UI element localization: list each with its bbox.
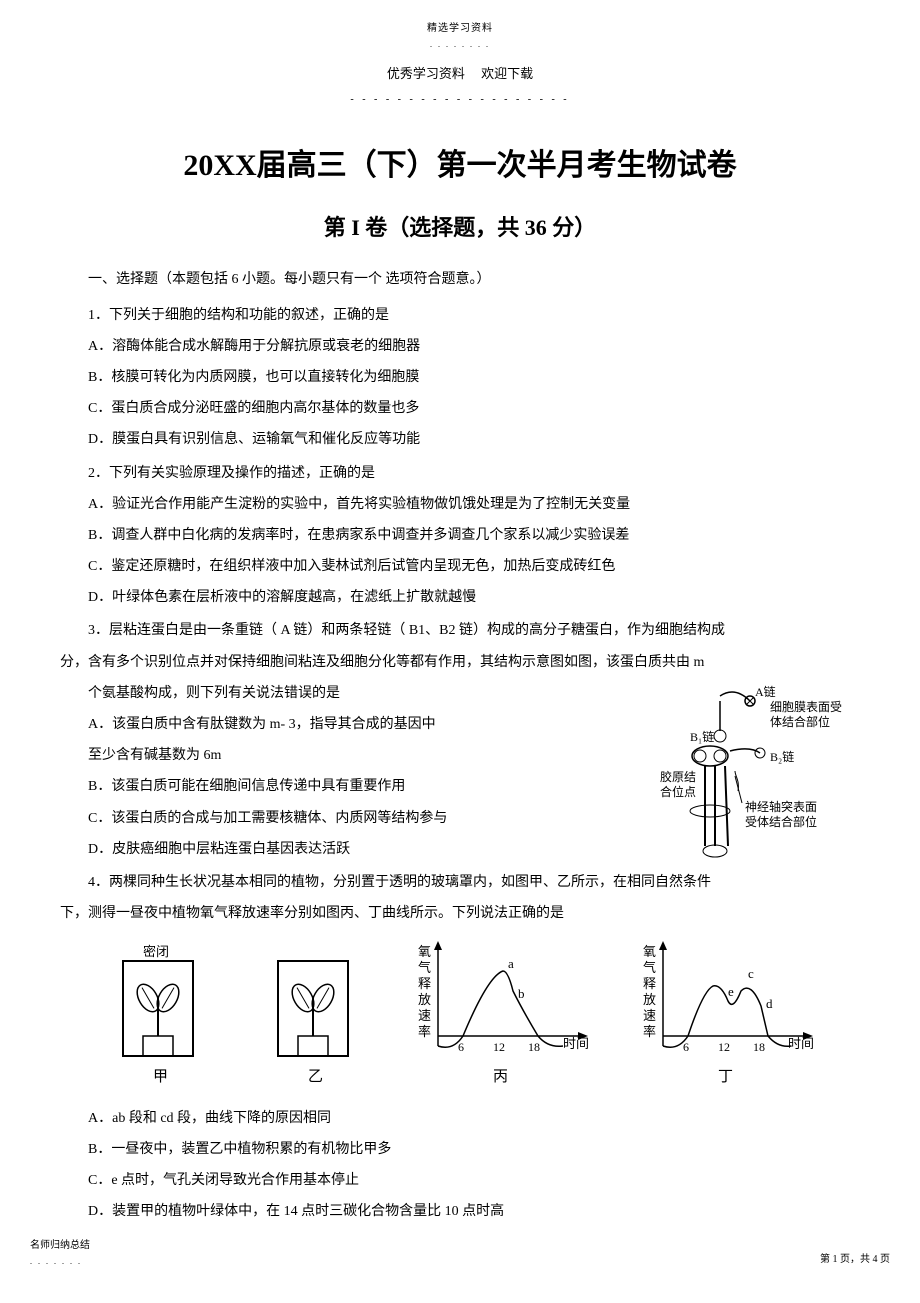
pt-b: b [518, 986, 525, 1001]
q4-option-b: B．一昼夜中，装置乙中植物积累的有机物比甲多 [60, 1137, 860, 1162]
tick-ding-18: 18 [753, 1040, 765, 1054]
tiny-dots-1: . . . . . . . . [60, 38, 860, 52]
label-y-ding5: 速 [643, 1008, 656, 1023]
label-y-ding1: 氧 [643, 944, 656, 959]
label-mibi: 密闭 [143, 944, 169, 959]
q3-option-d: D．皮肤癌细胞中层粘连蛋白基因表达活跃 [60, 837, 650, 862]
q2-option-b: B．调查人群中白化病的发病率时，在患病家系中调查并多调查几个家系以减少实验误差 [60, 523, 860, 548]
label-y-bing2: 气 [418, 960, 431, 975]
footer-left: 名师归纳总结 . . . . . . . [30, 1237, 90, 1269]
footer-right: 第 1 页，共 4 页 [820, 1251, 890, 1269]
label-y-ding4: 放 [643, 992, 656, 1007]
q3-option-a-line1: A．该蛋白质中含有肽键数为 m- 3，指导其合成的基因中 [60, 712, 650, 737]
fig-bing: 氧 气 释 放 速 率 6 12 18 时间 a b 丙 [408, 936, 598, 1095]
section-header: 一、选择题（本题包括 6 小题。每小题只有一个 选项符合题意。） [60, 267, 860, 292]
fig-ding: 氧 气 释 放 速 率 6 12 18 时间 c d e 丁 [633, 936, 823, 1095]
q1-option-a: A．溶酶体能合成水解酶用于分解抗原或衰老的细胞器 [60, 334, 860, 359]
label-receptor: 受体结合部位 [745, 814, 817, 829]
label-y-bing3: 释 [418, 976, 431, 991]
q3-stem: 3．层粘连蛋白是由一条重链（ A 链）和两条轻链（ B1、B2 链）构成的高分子… [60, 618, 860, 643]
label-y-bing5: 速 [418, 1008, 431, 1023]
label-yi: 乙 [308, 1069, 323, 1085]
label-x-bing: 时间 [563, 1036, 589, 1051]
label-binding: 合位点 [660, 784, 696, 799]
label-y-bing6: 率 [418, 1024, 431, 1039]
q4-figures: 密闭 甲 乙 氧 气 释 放 速 率 [60, 936, 860, 1095]
label-receptor-site: 体结合部位 [770, 714, 830, 729]
q4-option-c: C．e 点时，气孔关闭导致光合作用基本停止 [60, 1168, 860, 1193]
tiny-dots-2: . . . . . . . [30, 1255, 90, 1269]
q3-context2: 个氨基酸构成，则下列有关说法错误的是 [60, 681, 650, 706]
q2-option-d: D．叶绿体色素在层析液中的溶解度越高，在滤纸上扩散就越慢 [60, 585, 860, 610]
label-y-ding2: 气 [643, 960, 656, 975]
tick-bing-18: 18 [528, 1040, 540, 1054]
q4-context: 下，测得一昼夜中植物氧气释放速率分别如图丙、丁曲线所示。下列说法正确的是 [60, 901, 860, 926]
tick-bing-6: 6 [458, 1040, 464, 1054]
label-x-ding: 时间 [788, 1036, 814, 1051]
dashed-line: - - - - - - - - - - - - - - - - - - - [60, 91, 860, 109]
pt-d: d [766, 996, 773, 1011]
label-y-ding6: 率 [643, 1024, 656, 1039]
tick-ding-6: 6 [683, 1040, 689, 1054]
q1-option-b: B．核膜可转化为内质网膜，也可以直接转化为细胞膜 [60, 365, 860, 390]
q3-option-b: B．该蛋白质可能在细胞间信息传递中具有重要作用 [60, 774, 650, 799]
tick-bing-12: 12 [493, 1040, 505, 1054]
q4-option-a: A．ab 段和 cd 段，曲线下降的原因相同 [60, 1106, 860, 1131]
label-y-bing1: 氧 [418, 944, 431, 959]
q3-block: 个氨基酸构成，则下列有关说法错误的是 A．该蛋白质中含有肽键数为 m- 3，指导… [60, 681, 860, 862]
tick-ding-12: 12 [718, 1040, 730, 1054]
label-cell-membrane: 细胞膜表面受 [770, 700, 842, 714]
label-y-bing4: 放 [418, 992, 431, 1007]
q2-option-a: A．验证光合作用能产生淀粉的实验中，首先将实验植物做饥饿处理是为了控制无关变量 [60, 492, 860, 517]
pt-a: a [508, 956, 514, 971]
fig-jia: 密闭 甲 [98, 936, 218, 1095]
label-b1: B₁链 [690, 729, 714, 744]
q2-stem: 2．下列有关实验原理及操作的描述，正确的是 [60, 461, 860, 486]
q1-option-d: D．膜蛋白具有识别信息、运输氧气和催化反应等功能 [60, 427, 860, 452]
label-ding: 丁 [718, 1069, 733, 1085]
q3-diagram: A链 细胞膜表面受 体结合部位 B₁链 B₂链 胶原结 合位点 神经轴突表面 受… [660, 681, 850, 861]
header-right: 欢迎下载 [481, 66, 533, 81]
label-bing: 丙 [493, 1069, 508, 1085]
q4-option-d: D．装置甲的植物叶绿体中，在 14 点时三碳化合物含量比 10 点时高 [60, 1199, 860, 1224]
header-text: 优秀学习资料 欢迎下载 [60, 62, 860, 85]
q3-option-a-line2: 至少含有碱基数为 6m [60, 743, 650, 768]
header-left: 优秀学习资料 [387, 66, 465, 81]
q3-context1: 分，含有多个识别位点并对保持细胞间粘连及细胞分化等都有作用，其结构示意图如图，该… [60, 650, 860, 675]
label-collagen: 胶原结 [660, 769, 696, 784]
q3-option-c: C．该蛋白质的合成与加工需要核糖体、内质网等结构参与 [60, 806, 650, 831]
q1-stem: 1．下列关于细胞的结构和功能的叙述，正确的是 [60, 303, 860, 328]
label-jia: 甲 [153, 1069, 168, 1085]
label-b2: B₂链 [770, 749, 794, 764]
pt-c: c [748, 966, 754, 981]
label-nerve: 神经轴突表面 [745, 799, 817, 814]
pt-e: e [728, 984, 734, 999]
q4-stem: 4．两棵同种生长状况基本相同的植物，分别置于透明的玻璃罩内，如图甲、乙所示，在相… [60, 870, 860, 895]
top-small-text: 精选学习资料 [60, 20, 860, 38]
label-y-ding3: 释 [643, 976, 656, 991]
main-title: 20XX届高三（下）第一次半月考生物试卷 [60, 139, 860, 193]
footer-left-text: 名师归纳总结 [30, 1237, 90, 1255]
label-a-chain: A链 [755, 684, 776, 699]
q1-option-c: C．蛋白质合成分泌旺盛的细胞内高尔基体的数量也多 [60, 396, 860, 421]
q2-option-c: C．鉴定还原糖时，在组织样液中加入斐林试剂后试管内呈现无色，加热后变成砖红色 [60, 554, 860, 579]
sub-title: 第 I 卷（选择题，共 36 分） [60, 208, 860, 248]
fig-yi: 乙 [253, 936, 373, 1095]
